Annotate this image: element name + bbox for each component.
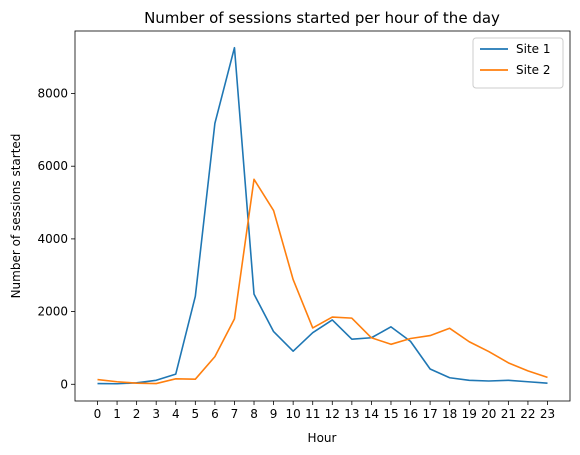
data-point bbox=[194, 378, 196, 380]
data-point bbox=[527, 381, 529, 383]
data-point bbox=[390, 326, 392, 328]
data-point bbox=[527, 370, 529, 372]
x-tick-label: 4 bbox=[172, 407, 180, 421]
x-tick-label: 10 bbox=[286, 407, 301, 421]
data-point bbox=[488, 350, 490, 352]
x-tick-label: 0 bbox=[94, 407, 102, 421]
data-point bbox=[331, 316, 333, 318]
data-point bbox=[155, 382, 157, 384]
data-point bbox=[409, 340, 411, 342]
data-point bbox=[233, 47, 235, 49]
data-point bbox=[409, 337, 411, 339]
x-tick-label: 3 bbox=[152, 407, 160, 421]
data-point bbox=[351, 317, 353, 319]
x-tick-label: 21 bbox=[501, 407, 516, 421]
data-point bbox=[331, 319, 333, 321]
x-tick-label: 14 bbox=[364, 407, 379, 421]
data-point bbox=[468, 341, 470, 343]
x-tick-label: 11 bbox=[305, 407, 320, 421]
data-point bbox=[253, 293, 255, 295]
plot-area bbox=[74, 30, 571, 402]
x-tick-label: 15 bbox=[383, 407, 398, 421]
data-point bbox=[546, 376, 548, 378]
x-tick-label: 16 bbox=[403, 407, 418, 421]
data-point bbox=[370, 337, 372, 339]
x-tick-label: 22 bbox=[520, 407, 535, 421]
legend-box bbox=[472, 37, 564, 89]
data-point bbox=[214, 355, 216, 357]
x-tick-label: 20 bbox=[481, 407, 496, 421]
data-point bbox=[429, 368, 431, 370]
data-point bbox=[272, 330, 274, 332]
data-point bbox=[292, 278, 294, 280]
data-point bbox=[448, 377, 450, 379]
data-point bbox=[155, 379, 157, 381]
data-point bbox=[429, 334, 431, 336]
x-tick-label: 1 bbox=[113, 407, 121, 421]
data-point bbox=[312, 331, 314, 333]
data-point bbox=[507, 379, 509, 381]
data-point bbox=[351, 338, 353, 340]
data-point bbox=[488, 380, 490, 382]
legend: Site 1 Site 2 bbox=[472, 37, 564, 89]
x-axis-label: Hour bbox=[308, 431, 337, 445]
data-point bbox=[96, 378, 98, 380]
data-point bbox=[135, 382, 137, 384]
x-tick-label: 8 bbox=[250, 407, 258, 421]
data-point bbox=[194, 295, 196, 297]
y-tick-label: 4000 bbox=[37, 232, 68, 246]
y-tick-label: 0 bbox=[60, 377, 68, 391]
x-tick-label: 5 bbox=[192, 407, 200, 421]
y-tick-label: 6000 bbox=[37, 159, 68, 173]
legend-label: Site 1 bbox=[516, 42, 551, 56]
data-point bbox=[312, 327, 314, 329]
data-point bbox=[96, 382, 98, 384]
series-line-2 bbox=[97, 178, 548, 385]
data-point bbox=[116, 381, 118, 383]
data-point bbox=[214, 122, 216, 124]
data-point bbox=[272, 209, 274, 211]
x-tick-label: 19 bbox=[462, 407, 477, 421]
data-point bbox=[292, 350, 294, 352]
data-point bbox=[468, 379, 470, 381]
data-point bbox=[233, 318, 235, 320]
data-point bbox=[507, 362, 509, 364]
x-tick-label: 2 bbox=[133, 407, 141, 421]
x-tick-label: 12 bbox=[325, 407, 340, 421]
x-axis-ticks: 0 1 2 3 4 5 6 7 8 9 10 11 12 13 14 15 16 17 18 19 20 21 22 23 bbox=[94, 401, 555, 421]
x-tick-label: 13 bbox=[344, 407, 359, 421]
data-point bbox=[175, 373, 177, 375]
x-tick-label: 18 bbox=[442, 407, 457, 421]
y-axis-label: Number of sessions started bbox=[9, 134, 23, 299]
x-tick-label: 6 bbox=[211, 407, 219, 421]
series-line-1 bbox=[97, 46, 548, 385]
legend-label: Site 2 bbox=[516, 63, 551, 77]
data-point bbox=[448, 327, 450, 329]
data-point bbox=[546, 382, 548, 384]
series-layer bbox=[96, 46, 548, 385]
x-tick-label: 17 bbox=[422, 407, 437, 421]
x-tick-label: 23 bbox=[540, 407, 555, 421]
data-point bbox=[253, 178, 255, 180]
data-point bbox=[390, 343, 392, 345]
x-tick-label: 7 bbox=[231, 407, 239, 421]
chart-title: Number of sessions started per hour of t… bbox=[144, 9, 500, 27]
data-point bbox=[175, 378, 177, 380]
y-tick-label: 8000 bbox=[37, 87, 68, 101]
y-tick-label: 2000 bbox=[37, 305, 68, 319]
x-tick-label: 9 bbox=[270, 407, 278, 421]
y-axis-ticks: 0 2000 4000 6000 8000 bbox=[37, 87, 75, 391]
